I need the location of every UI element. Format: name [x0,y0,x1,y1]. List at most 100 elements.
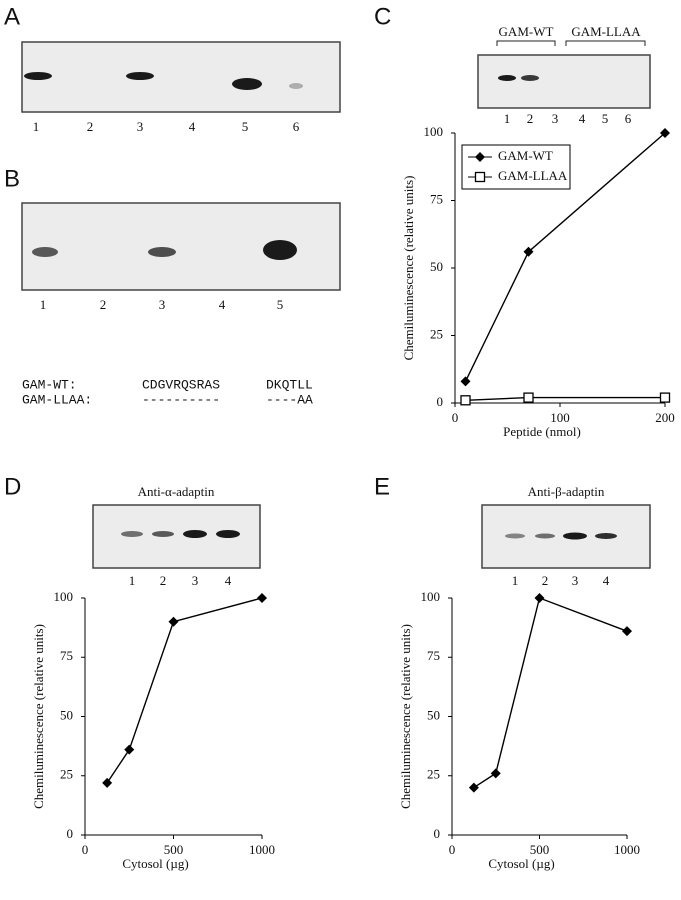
band [521,75,539,81]
marker [257,593,267,603]
lane-label: 4 [225,573,232,588]
sequence-text: ----AA [266,392,313,407]
lane-label: 2 [100,297,107,312]
marker [660,128,670,138]
y-axis-label: Chemiluminescence (relative units) [401,176,416,361]
lane-label: 1 [40,297,47,312]
y-tick-label: 75 [430,191,443,206]
gel [477,54,651,109]
y-tick-label: 75 [60,648,73,663]
band [32,247,58,257]
x-tick-label: 100 [550,410,570,425]
band [24,72,52,80]
band [535,533,555,539]
y-tick-label: 25 [60,767,73,782]
line [465,396,665,401]
sequence-text: CDGVRQSRAS [142,377,220,392]
lane-label: 4 [219,297,226,312]
y-tick-label: 25 [427,767,440,782]
band [505,533,525,539]
marker [523,246,534,257]
marker [474,171,486,183]
panel-label: E [374,473,390,500]
group-label: GAM-LLAA [571,24,641,39]
marker [659,392,671,403]
sequence-text: GAM-WT: [22,377,77,392]
y-tick-label: 0 [67,826,74,841]
band [148,247,176,257]
band [126,72,154,80]
y-tick-label: 75 [427,648,440,663]
x-tick-label: 0 [452,410,459,425]
legend-label: GAM-WT [498,148,553,163]
group-label: GAM-WT [499,24,554,39]
band [121,531,143,537]
marker [168,616,179,627]
lane-label: 3 [572,573,579,588]
x-tick-label: 0 [449,842,456,857]
x-tick-label: 1000 [249,842,275,857]
blot-title: Anti-α-adaptin [138,484,215,499]
sequence-text: ---------- [142,392,220,407]
marker [124,744,135,755]
x-tick-label: 500 [530,842,550,857]
y-tick-label: 50 [427,707,440,722]
lane-label: 3 [552,111,559,126]
y-axis-label: Chemiluminescence (relative units) [398,624,413,809]
y-tick-label: 25 [430,326,443,341]
x-axis-label: Cytosol (µg) [488,856,554,871]
lane-label: 3 [192,573,199,588]
marker [490,768,501,779]
marker [475,152,485,162]
x-tick-label: 500 [164,842,184,857]
panel-label: D [4,473,21,500]
band [232,78,262,90]
line [473,597,628,789]
band [595,533,617,539]
y-tick-label: 100 [421,589,441,604]
y-tick-label: 50 [430,259,443,274]
x-axis-label: Cytosol (µg) [122,856,188,871]
sequence-text: DKQTLL [266,377,313,392]
panel-label: C [374,3,391,30]
y-tick-label: 50 [60,707,73,722]
band [183,530,207,538]
y-axis-label: Chemiluminescence (relative units) [31,624,46,809]
y-tick-label: 100 [54,589,74,604]
band [152,531,174,537]
legend-label: GAM-LLAA [498,168,568,183]
lane-label: 4 [579,111,586,126]
marker [102,777,113,788]
gel [21,41,341,113]
lane-label: 6 [625,111,632,126]
lane-label: 4 [603,573,610,588]
bracket [496,40,646,46]
line [106,597,263,784]
blot-title: Anti-β-adaptin [528,484,605,499]
marker [460,395,471,406]
lane-label: 1 [129,573,136,588]
lane-label: 5 [602,111,609,126]
band [498,75,516,81]
lane-label: 1 [512,573,519,588]
y-tick-label: 0 [437,394,444,409]
sequence-text: GAM-LLAA: [22,392,92,407]
band [263,240,297,260]
lane-label: 4 [189,119,196,134]
lane-label: 3 [137,119,144,134]
lane-label: 5 [242,119,249,134]
lane-label: 1 [33,119,40,134]
marker [523,392,534,403]
lane-label: 5 [277,297,284,312]
x-tick-label: 200 [655,410,675,425]
lane-label: 3 [159,297,166,312]
lane-label: 2 [527,111,534,126]
band [216,530,240,538]
panel-label: B [4,165,20,192]
lane-label: 2 [542,573,549,588]
x-tick-label: 0 [82,842,89,857]
marker [468,782,479,793]
lane-label: 6 [293,119,300,134]
marker [622,626,632,637]
